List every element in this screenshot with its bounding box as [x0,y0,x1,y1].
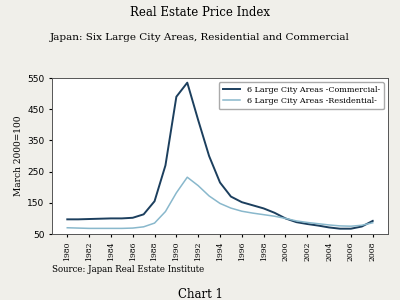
6 Large City Areas -Residential- [141,225,146,229]
6 Large City Areas -Commercial- [327,226,332,229]
6 Large City Areas -Commercial- [65,218,70,221]
6 Large City Areas -Residential- [174,191,179,195]
6 Large City Areas -Residential- [163,210,168,213]
6 Large City Areas -Commercial- [261,207,266,210]
6 Large City Areas -Residential- [261,213,266,217]
6 Large City Areas -Commercial- [272,211,277,214]
Text: Japan: Six Large City Areas, Residential and Commercial: Japan: Six Large City Areas, Residential… [50,33,350,42]
6 Large City Areas -Commercial- [316,224,320,227]
6 Large City Areas -Commercial- [305,222,310,226]
6 Large City Areas -Commercial- [294,220,299,224]
Line: 6 Large City Areas -Residential-: 6 Large City Areas -Residential- [67,177,373,228]
6 Large City Areas -Residential- [327,223,332,227]
6 Large City Areas -Commercial- [87,217,92,221]
6 Large City Areas -Commercial- [370,219,375,223]
6 Large City Areas -Residential- [240,209,244,213]
6 Large City Areas -Residential- [272,214,277,218]
Line: 6 Large City Areas -Commercial-: 6 Large City Areas -Commercial- [67,83,373,229]
6 Large City Areas -Residential- [250,211,255,215]
6 Large City Areas -Commercial- [185,81,190,85]
6 Large City Areas -Residential- [218,202,222,205]
6 Large City Areas -Commercial- [338,227,342,230]
6 Large City Areas -Residential- [108,226,113,230]
6 Large City Areas -Commercial- [108,217,113,220]
6 Large City Areas -Residential- [305,221,310,224]
6 Large City Areas -Residential- [196,184,200,188]
6 Large City Areas -Residential- [65,226,70,230]
6 Large City Areas -Residential- [87,226,92,230]
6 Large City Areas -Residential- [76,226,80,230]
6 Large City Areas -Residential- [370,221,375,225]
6 Large City Areas -Commercial- [174,95,179,98]
6 Large City Areas -Commercial- [240,200,244,204]
6 Large City Areas -Commercial- [76,218,80,221]
6 Large City Areas -Commercial- [348,227,353,230]
6 Large City Areas -Commercial- [120,217,124,220]
6 Large City Areas -Commercial- [360,225,364,228]
6 Large City Areas -Residential- [185,176,190,179]
6 Large City Areas -Residential- [120,226,124,230]
6 Large City Areas -Commercial- [283,217,288,220]
Legend: 6 Large City Areas -Commercial-, 6 Large City Areas -Residential-: 6 Large City Areas -Commercial-, 6 Large… [218,82,384,109]
6 Large City Areas -Commercial- [250,203,255,207]
6 Large City Areas -Residential- [360,224,364,227]
6 Large City Areas -Commercial- [218,181,222,184]
6 Large City Areas -Residential- [207,194,212,198]
6 Large City Areas -Commercial- [207,154,212,158]
Text: Real Estate Price Index: Real Estate Price Index [130,6,270,19]
6 Large City Areas -Commercial- [141,212,146,216]
6 Large City Areas -Residential- [294,219,299,223]
6 Large City Areas -Residential- [228,206,233,210]
6 Large City Areas -Residential- [152,221,157,225]
6 Large City Areas -Commercial- [152,200,157,203]
6 Large City Areas -Commercial- [196,118,200,122]
6 Large City Areas -Commercial- [130,216,135,220]
Text: Chart 1: Chart 1 [178,288,222,300]
6 Large City Areas -Residential- [130,226,135,230]
Text: Source: Japan Real Estate Institute: Source: Japan Real Estate Institute [52,266,204,274]
6 Large City Areas -Commercial- [98,217,102,220]
Y-axis label: March 2000=100: March 2000=100 [14,116,23,196]
6 Large City Areas -Residential- [98,226,102,230]
6 Large City Areas -Residential- [338,224,342,228]
6 Large City Areas -Residential- [348,224,353,228]
6 Large City Areas -Commercial- [163,164,168,167]
6 Large City Areas -Residential- [316,222,320,226]
6 Large City Areas -Commercial- [228,195,233,198]
6 Large City Areas -Residential- [283,217,288,220]
